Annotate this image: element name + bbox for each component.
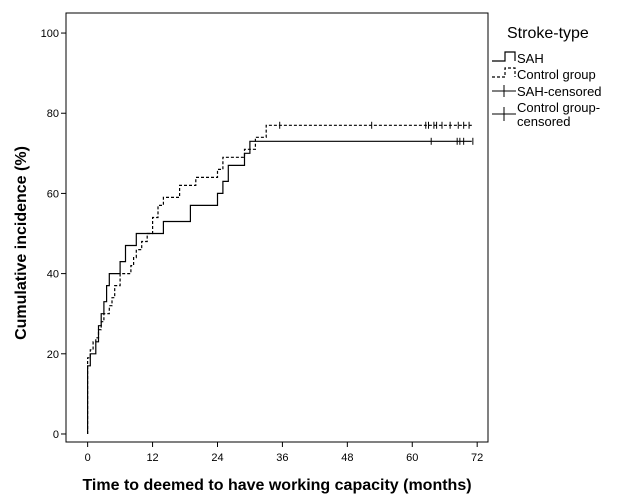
y-tick-label-20: 20 — [47, 349, 59, 361]
legend-control-label: Control group — [517, 67, 596, 82]
legend-sah-swatch — [492, 51, 516, 62]
x-axis-title: Time to deemed to have working capacity … — [82, 477, 471, 494]
axes: 0 20 40 60 80 100 0 12 24 36 48 60 72 — [41, 28, 484, 464]
legend-control-censored-label: Control group- censored — [517, 100, 604, 129]
x-tick-label-36: 36 — [276, 452, 288, 464]
legend-control-censored-line2: censored — [517, 114, 570, 129]
legend-sah-censored-label: SAH-censored — [517, 84, 602, 99]
y-tick-label-40: 40 — [47, 269, 59, 281]
y-tick-label-100: 100 — [41, 28, 59, 40]
y-tick-label-80: 80 — [47, 108, 59, 120]
legend-sah-label: SAH — [517, 51, 544, 66]
x-tick-label-48: 48 — [341, 452, 353, 464]
series-line-control-group — [87, 124, 472, 434]
legend-control-censored-line1: Control group- — [517, 100, 600, 115]
legend-title: Stroke-type — [507, 25, 589, 42]
x-tick-label-24: 24 — [211, 452, 223, 464]
series-layer — [87, 124, 472, 434]
legend-control-swatch — [492, 67, 516, 78]
legend: Stroke-type SAH Control group SAH-censor… — [492, 25, 604, 129]
y-tick-label-60: 60 — [47, 188, 59, 200]
x-tick-label-12: 12 — [146, 452, 158, 464]
censor-layer — [279, 121, 474, 145]
series-line-sah — [87, 140, 472, 434]
y-axis-title: Cumulative incidence (%) — [13, 146, 30, 340]
y-tick-label-0: 0 — [53, 429, 59, 441]
plot-frame — [65, 12, 489, 443]
x-tick-label-72: 72 — [471, 452, 483, 464]
x-tick-label-0: 0 — [85, 452, 91, 464]
x-tick-label-60: 60 — [406, 452, 418, 464]
